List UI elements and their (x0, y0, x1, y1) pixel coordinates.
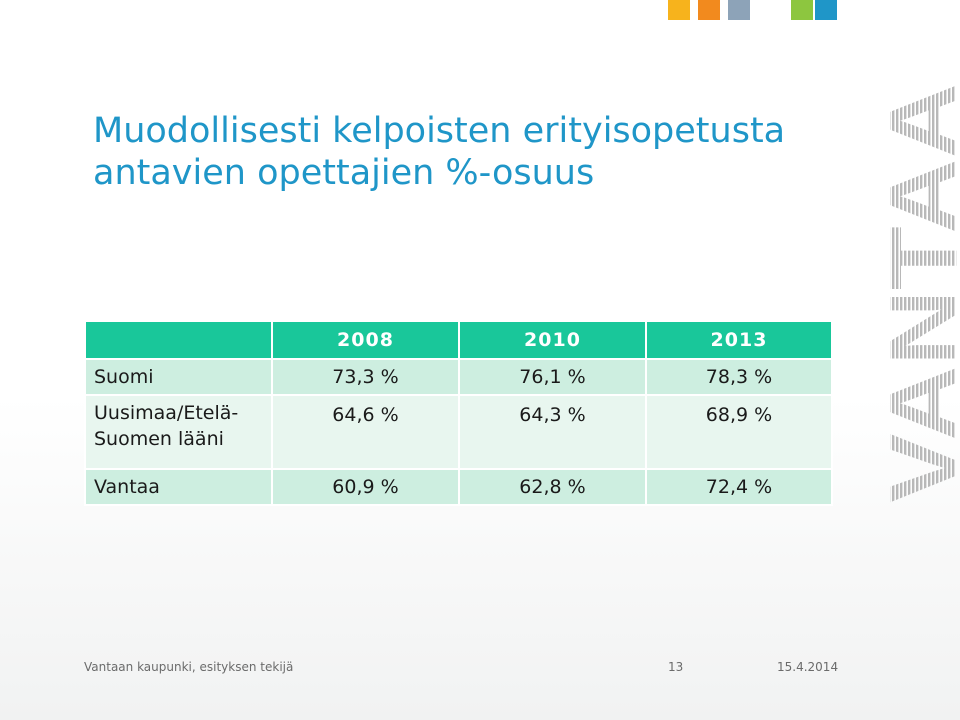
vantaa-logo-text: VANTAA (872, 83, 960, 503)
color-square (728, 0, 750, 20)
row-label: Suomi (84, 358, 273, 396)
table-cell: 78,3 % (645, 358, 833, 396)
table-cell: 68,9 % (645, 394, 833, 470)
row-label: Vantaa (84, 468, 273, 506)
color-square (815, 0, 837, 20)
table-header-cell (84, 320, 273, 360)
footer-date: 15.4.2014 (777, 660, 839, 674)
table-row: Uusimaa/Etelä-Suomen lääni 64,6 % 64,3 %… (84, 394, 833, 470)
table-row: Vantaa 60,9 % 62,8 % 72,4 % (84, 468, 833, 506)
table-header-cell: 2008 (271, 320, 460, 360)
color-square (791, 0, 813, 20)
slide-title: Muodollisesti kelpoisten erityisopetusta… (93, 111, 786, 193)
table-cell: 64,6 % (271, 394, 460, 470)
table-cell: 76,1 % (458, 358, 647, 396)
table-header-cell: 2010 (458, 320, 647, 360)
data-table: 2008 2010 2013 Suomi 73,3 % 76,1 % 78,3 … (84, 320, 833, 506)
table-header-row: 2008 2010 2013 (84, 320, 833, 360)
color-square (698, 0, 720, 20)
footer-author: Vantaan kaupunki, esityksen tekijä (84, 660, 294, 674)
table-cell: 72,4 % (645, 468, 833, 506)
row-label: Uusimaa/Etelä-Suomen lääni (84, 394, 273, 470)
page-number: 13 (668, 660, 684, 674)
table-row: Suomi 73,3 % 76,1 % 78,3 % (84, 358, 833, 396)
table-cell: 64,3 % (458, 394, 647, 470)
table-cell: 73,3 % (271, 358, 460, 396)
table-header-cell: 2013 (645, 320, 833, 360)
table-cell: 60,9 % (271, 468, 460, 506)
table-cell: 62,8 % (458, 468, 647, 506)
vantaa-logo: VANTAA (872, 83, 960, 503)
color-square (668, 0, 690, 20)
